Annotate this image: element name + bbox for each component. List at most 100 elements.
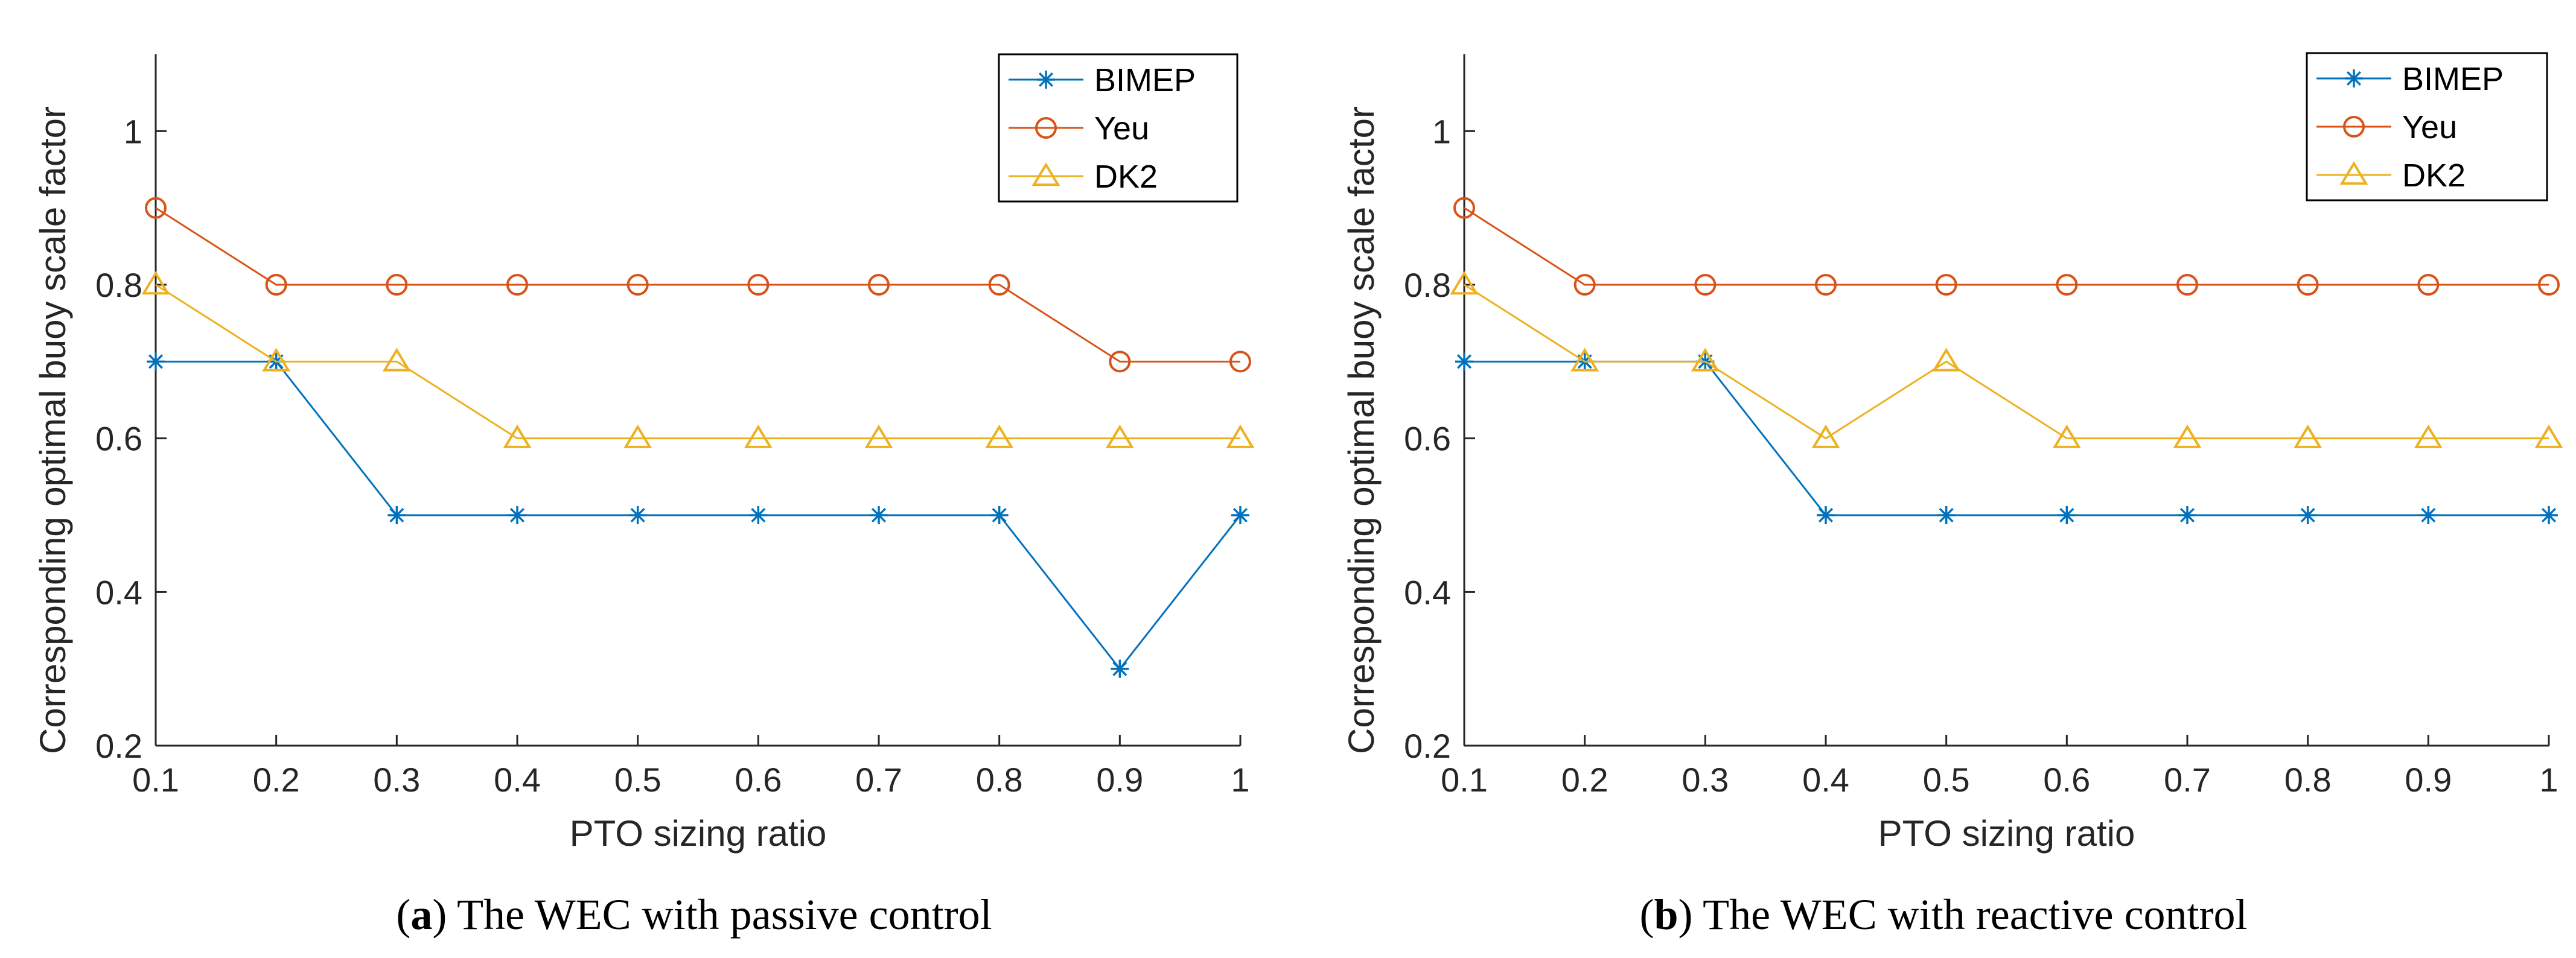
x-tick-label: 0.6 — [735, 761, 782, 799]
x-tick-label: 1 — [2539, 761, 2558, 799]
data-point-bimep — [2298, 506, 2317, 524]
data-point-yeu — [747, 274, 770, 296]
data-point-dk2 — [503, 424, 532, 448]
data-point-yeu — [2297, 274, 2319, 296]
caption-text: The WEC with passive control — [457, 890, 992, 939]
data-point-yeu — [868, 274, 890, 296]
x-tick-label: 0.3 — [1682, 761, 1729, 799]
x-tick-label: 0.7 — [2164, 761, 2211, 799]
legend-marker-bimep — [1037, 71, 1055, 89]
legend-marker-dk2 — [2339, 161, 2368, 185]
y-tick-label: 1 — [1432, 112, 1451, 150]
y-tick-label: 0.4 — [95, 573, 142, 611]
data-point-dk2 — [1450, 271, 1479, 295]
data-point-yeu — [1573, 274, 1596, 296]
caption-letter: b — [1654, 890, 1678, 939]
caption-paren-open: ( — [396, 890, 410, 939]
data-point-bimep — [387, 506, 406, 524]
data-point-bimep — [990, 506, 1009, 524]
data-point-bimep — [1455, 352, 1473, 371]
series-bimep — [147, 352, 1249, 678]
data-point-dk2 — [2534, 424, 2563, 448]
y-axis-label: Corresponding optimal buoy scale factor — [33, 106, 73, 754]
caption-paren-close: ) — [1678, 890, 1703, 939]
data-point-yeu — [988, 274, 1010, 296]
panel-caption: (b) The WEC with reactive control — [1639, 890, 2247, 939]
data-point-bimep — [2540, 506, 2558, 524]
caption-paren-open: ( — [1639, 890, 1654, 939]
x-axis-label: PTO sizing ratio — [1878, 813, 2135, 854]
legend-label-dk2: DK2 — [1094, 159, 1158, 195]
data-point-yeu — [1453, 197, 1475, 219]
data-point-yeu — [626, 274, 649, 296]
caption-paren-close: ) — [432, 890, 457, 939]
data-point-dk2 — [864, 424, 893, 448]
x-tick-label: 0.9 — [2405, 761, 2452, 799]
data-point-bimep — [1937, 506, 1956, 524]
data-point-dk2 — [744, 424, 773, 448]
data-point-dk2 — [2173, 424, 2202, 448]
series-line-dk2 — [1464, 284, 2549, 440]
caption-letter: a — [410, 890, 432, 939]
x-tick-label: 0.6 — [2043, 761, 2090, 799]
data-point-yeu — [1109, 351, 1131, 373]
x-tick-label: 0.9 — [1096, 761, 1143, 799]
panel-caption: (a) The WEC with passive control — [396, 890, 992, 939]
data-point-yeu — [1815, 274, 1837, 296]
legend-label-bimep: BIMEP — [2402, 61, 2504, 97]
series-dk2 — [141, 271, 1255, 448]
x-tick-label: 1 — [1231, 761, 1249, 799]
x-tick-label: 0.2 — [1561, 761, 1608, 799]
data-point-dk2 — [2414, 424, 2443, 448]
series-line-yeu — [1464, 207, 2549, 286]
data-point-yeu — [2056, 274, 2078, 296]
data-point-bimep — [2419, 506, 2438, 524]
data-point-dk2 — [1691, 347, 1720, 372]
x-tick-label: 0.8 — [976, 761, 1023, 799]
y-tick-label: 0.8 — [95, 266, 142, 304]
legend-label-dk2: DK2 — [2402, 157, 2466, 194]
data-point-bimep — [1111, 659, 1129, 678]
y-tick-label: 0.2 — [1404, 727, 1451, 765]
legend: BIMEP Yeu DK2 — [2306, 52, 2548, 201]
x-tick-label: 0.7 — [855, 761, 902, 799]
chart-panel-b: 0.1 0.2 0.3 0.4 0.5 0.6 0.7 0.8 0.9 10.20.40.60.8… — [1341, 52, 2563, 939]
caption-text: The WEC with reactive control — [1703, 890, 2247, 939]
data-point-dk2 — [2052, 424, 2081, 448]
data-point-yeu — [1229, 351, 1251, 373]
x-tick-label: 0.5 — [614, 761, 662, 799]
series-yeu — [1453, 197, 2560, 296]
legend-marker-bimep — [2345, 69, 2363, 87]
legend-marker-yeu — [1035, 117, 1057, 139]
data-point-dk2 — [382, 347, 411, 372]
y-tick-label: 0.6 — [1404, 420, 1451, 458]
y-tick-label: 0.2 — [95, 727, 142, 765]
data-point-bimep — [1817, 506, 1835, 524]
x-tick-label: 0.4 — [494, 761, 541, 799]
data-point-bimep — [508, 506, 526, 524]
y-axis-label: Corresponding optimal buoy scale factor — [1341, 106, 1382, 754]
data-point-bimep — [2058, 506, 2076, 524]
data-point-yeu — [1694, 274, 1717, 296]
data-point-dk2 — [1811, 424, 1840, 448]
y-tick-label: 1 — [124, 112, 142, 150]
data-point-bimep — [147, 352, 165, 371]
data-point-yeu — [1935, 274, 1957, 296]
legend-marker-yeu — [2343, 116, 2365, 138]
data-point-yeu — [145, 197, 167, 219]
data-point-yeu — [2538, 274, 2560, 296]
legend: BIMEP Yeu DK2 — [998, 53, 1239, 203]
data-point-yeu — [2176, 274, 2198, 296]
series-line-dk2 — [155, 284, 1240, 440]
x-tick-label: 0.3 — [373, 761, 420, 799]
data-point-dk2 — [1226, 424, 1255, 448]
data-point-bimep — [870, 506, 888, 524]
data-point-dk2 — [1570, 347, 1599, 372]
legend-label-yeu: Yeu — [2402, 109, 2457, 145]
data-point-bimep — [1231, 506, 1249, 524]
legend-marker-dk2 — [1031, 162, 1060, 186]
y-tick-label: 0.8 — [1404, 266, 1451, 304]
y-tick-label: 0.6 — [95, 420, 142, 458]
data-point-bimep — [749, 506, 768, 524]
